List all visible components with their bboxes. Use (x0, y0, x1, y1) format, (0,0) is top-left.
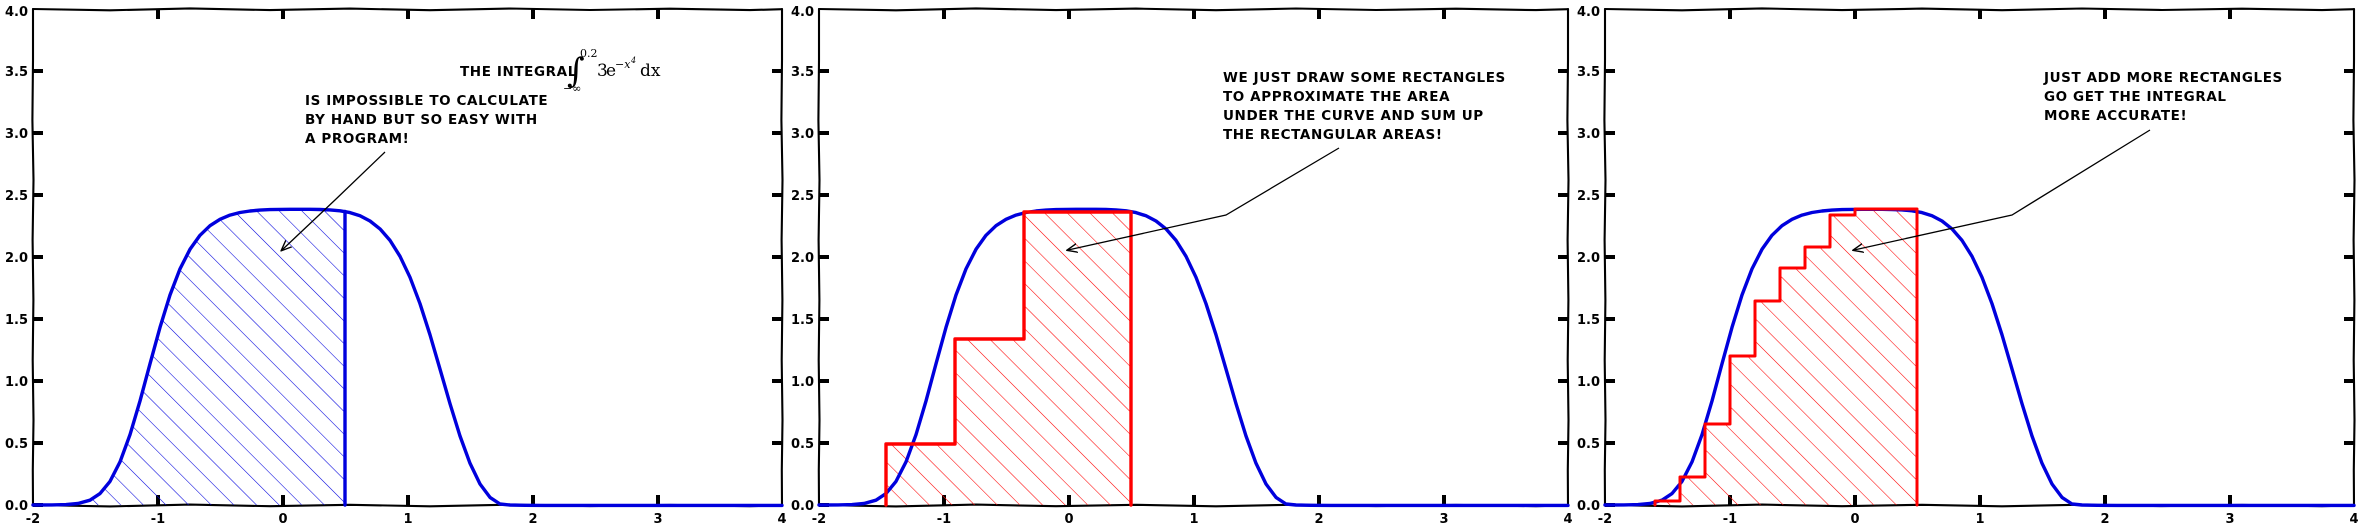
y-tick-label: 1.5 (5, 313, 28, 328)
annotation-line-3: MORE ACCURATE! (2044, 108, 2187, 124)
y-axis-tick-labels: 0.0 0.5 1.0 1.5 2.0 2.5 3.0 3.5 4.0 (791, 5, 814, 514)
y-axis-ticks (1605, 69, 2354, 507)
integral-formula: ∫ 0.2 −∞ 3 e −x 4 dx (563, 47, 661, 95)
y-tick-label: 2.0 (1577, 251, 1600, 266)
x-tick-label: 3 (653, 512, 662, 527)
annotation-line-2: IS IMPOSSIBLE TO CALCULATE (305, 93, 548, 109)
y-tick-label: 3.5 (1577, 65, 1600, 80)
y-tick-label: 4.0 (791, 5, 814, 20)
x-tick-label: 1 (1189, 512, 1198, 527)
annotation-line-1: JUST ADD MORE RECTANGLES (2043, 70, 2283, 86)
integral-symbol: ∫ (567, 51, 585, 91)
annotation-line-2: GO GET THE INTEGRAL (2044, 89, 2227, 105)
panel-fine-rectangles: 0.0 0.5 1.0 1.5 2.0 2.5 3.0 3.5 4.0 (1572, 0, 2358, 527)
annotation-text-block: THE INTEGRAL ∫ 0.2 −∞ 3 e −x 4 dx IS IMP… (305, 47, 661, 147)
y-axis-ticks (819, 69, 1568, 507)
y-axis-tick-labels: 0.0 0.5 1.0 1.5 2.0 2.5 3.0 3.5 4.0 (5, 5, 28, 514)
y-tick-label: 4.0 (1577, 5, 1600, 20)
function-curve (817, 207, 1570, 508)
annotation-arrow (1068, 147, 1340, 250)
y-tick-label: 1.0 (791, 375, 814, 390)
riemann-rectangles-fill (1655, 209, 1917, 505)
annotation-line-2: TO APPROXIMATE THE AREA (1223, 89, 1450, 105)
y-tick-label: 0.0 (5, 499, 28, 514)
panel-coarse-rectangles: 0.0 0.5 1.0 1.5 2.0 2.5 3.0 3.5 4.0 (786, 0, 1572, 527)
annotation-arrow (282, 151, 386, 250)
riemann-rectangles-outline (884, 210, 1133, 507)
x-tick-label: -1 (151, 512, 165, 527)
y-tick-label: 2.0 (5, 251, 28, 266)
annotation-line-4: A PROGRAM! (305, 131, 409, 147)
x-tick-label: 0 (1064, 512, 1073, 527)
y-tick-label: 2.5 (5, 189, 28, 204)
x-axis-tick-labels: -2 -1 0 1 2 3 4 (812, 512, 1572, 527)
x-tick-label: 3 (2225, 512, 2234, 527)
y-tick-label: 2.0 (791, 251, 814, 266)
riemann-rectangles-fill (886, 212, 1131, 505)
y-tick-label: 0.5 (791, 437, 814, 452)
y-tick-label: 1.5 (791, 313, 814, 328)
annotation-line-3: UNDER THE CURVE AND SUM UP (1223, 108, 1484, 124)
x-tick-label: 4 (2349, 512, 2358, 527)
y-tick-label: 1.5 (1577, 313, 1600, 328)
x-axis-tick-labels: -2 -1 0 1 2 3 4 (1598, 512, 2358, 527)
annotation-line-1: WE JUST DRAW SOME RECTANGLES (1223, 70, 1506, 86)
x-tick-label: 1 (403, 512, 412, 527)
x-tick-label: 2 (528, 512, 537, 527)
x-tick-label: 2 (2100, 512, 2109, 527)
y-tick-label: 3.0 (1577, 127, 1600, 142)
y-tick-label: 0.0 (791, 499, 814, 514)
x-tick-label: 2 (1314, 512, 1323, 527)
x-tick-label: 3 (1439, 512, 1448, 527)
integral-fill-region (33, 209, 345, 505)
y-tick-label: 3.5 (791, 65, 814, 80)
annotation-arrow (1854, 129, 2151, 250)
y-tick-label: 3.5 (5, 65, 28, 80)
y-tick-label: 0.5 (5, 437, 28, 452)
y-tick-label: 0.0 (1577, 499, 1600, 514)
y-tick-label: 1.0 (1577, 375, 1600, 390)
x-tick-label: -2 (26, 512, 40, 527)
integral-upper-limit: 0.2 (580, 47, 598, 60)
x-axis-tick-labels: -2 -1 0 1 2 3 4 (26, 512, 786, 527)
differential: dx (640, 61, 661, 81)
y-tick-label: 3.0 (5, 127, 28, 142)
y-tick-label: 2.5 (791, 189, 814, 204)
y-tick-label: 3.0 (791, 127, 814, 142)
annotation-text-block: JUST ADD MORE RECTANGLES GO GET THE INTE… (2043, 70, 2283, 124)
y-tick-label: 0.5 (1577, 437, 1600, 452)
y-tick-label: 2.5 (1577, 189, 1600, 204)
y-axis-tick-labels: 0.0 0.5 1.0 1.5 2.0 2.5 3.0 3.5 4.0 (1577, 5, 1600, 514)
x-tick-label: -1 (937, 512, 951, 527)
x-tick-label: -2 (812, 512, 826, 527)
annotation-line-4: THE RECTANGULAR AREAS! (1223, 127, 1443, 143)
x-tick-label: 0 (278, 512, 287, 527)
x-tick-label: -2 (1598, 512, 1612, 527)
annotation-line-3: BY HAND BUT SO EASY WITH (305, 112, 538, 128)
function-curve (31, 207, 784, 508)
y-tick-label: 4.0 (5, 5, 28, 20)
annotation-text-block: WE JUST DRAW SOME RECTANGLES TO APPROXIM… (1223, 70, 1506, 143)
x-tick-label: 4 (777, 512, 786, 527)
y-tick-label: 1.0 (5, 375, 28, 390)
x-tick-label: 1 (1975, 512, 1984, 527)
x-tick-label: 4 (1563, 512, 1572, 527)
integrand-coefficient: 3 (597, 61, 608, 81)
x-tick-label: -1 (1723, 512, 1737, 527)
integrand-power: 4 (630, 56, 636, 65)
integrand-exponent: −x (615, 58, 631, 71)
integrand-base: e (606, 61, 616, 81)
integral-lower-limit: −∞ (563, 82, 581, 95)
riemann-rectangles-outline (1653, 207, 1919, 507)
y-axis-ticks (33, 69, 782, 507)
annotation-line-1: THE INTEGRAL (460, 64, 577, 80)
x-tick-label: 0 (1850, 512, 1859, 527)
panel-exact-integral: 0.0 0.5 1.0 1.5 2.0 2.5 3.0 3.5 4.0 (0, 0, 786, 527)
